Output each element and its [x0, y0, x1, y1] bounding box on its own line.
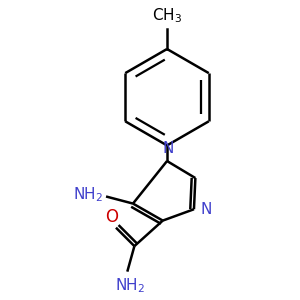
Text: NH$_2$: NH$_2$ [115, 276, 145, 295]
Text: CH$_3$: CH$_3$ [152, 6, 182, 25]
Text: N: N [200, 202, 212, 217]
Text: N: N [163, 141, 174, 156]
Text: NH$_2$: NH$_2$ [73, 186, 103, 204]
Text: O: O [105, 208, 118, 226]
